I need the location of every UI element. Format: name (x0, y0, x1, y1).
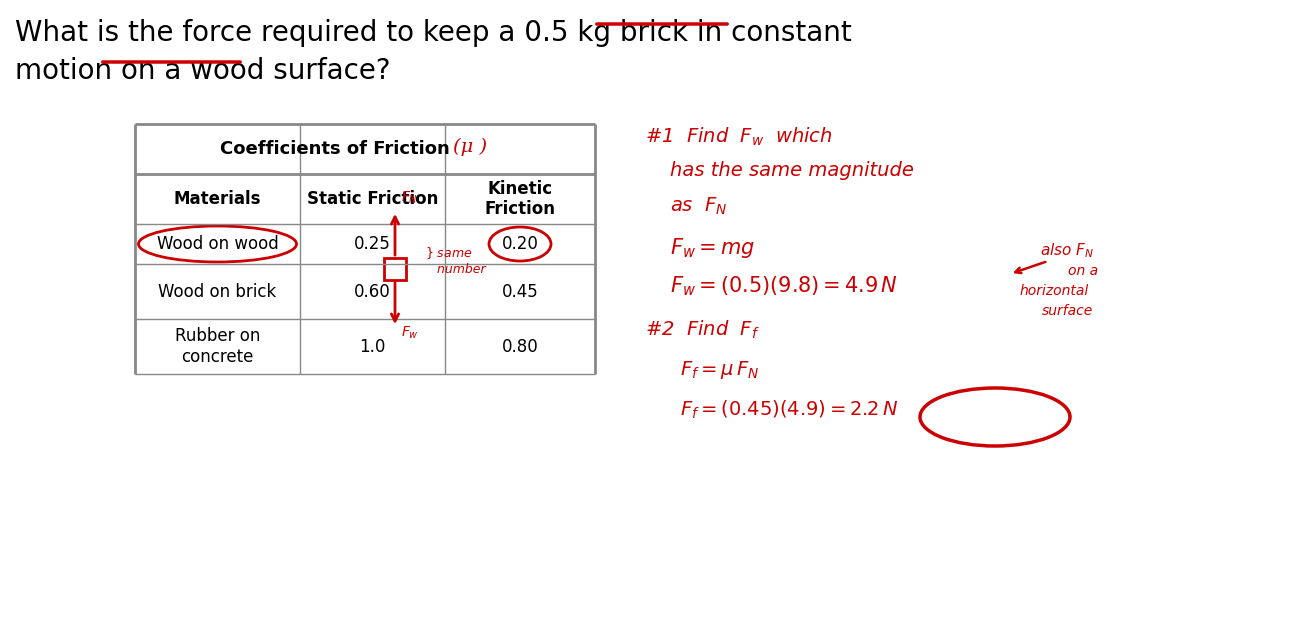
Text: Wood on wood: Wood on wood (157, 235, 278, 253)
Text: 0.25: 0.25 (354, 235, 391, 253)
Text: motion on a wood surface?: motion on a wood surface? (15, 57, 391, 85)
Text: Rubber on
concrete: Rubber on concrete (175, 327, 260, 366)
Text: horizontal: horizontal (1020, 284, 1089, 298)
Text: also $F_N$: also $F_N$ (1040, 241, 1094, 260)
Text: 0.20: 0.20 (501, 235, 539, 253)
Text: 0.45: 0.45 (501, 282, 539, 300)
Text: Static Friction: Static Friction (307, 190, 438, 208)
Text: $F_f = \mu\, F_N$: $F_f = \mu\, F_N$ (681, 359, 759, 381)
Text: (μ ): (μ ) (452, 138, 487, 156)
Text: $F_w = (0.5)(9.8) = 4.9\,N$: $F_w = (0.5)(9.8) = 4.9\,N$ (670, 274, 898, 298)
Text: 0.80: 0.80 (501, 337, 539, 355)
Text: Wood on brick: Wood on brick (159, 282, 277, 300)
Text: Materials: Materials (174, 190, 262, 208)
Text: $\}$ same
   number: $\}$ same number (425, 246, 486, 277)
Text: on a: on a (1069, 264, 1098, 278)
Text: Coefficients of Friction: Coefficients of Friction (220, 140, 450, 158)
Text: 0.60: 0.60 (354, 282, 391, 300)
Text: 1.0: 1.0 (360, 337, 385, 355)
Text: surface: surface (1042, 304, 1093, 318)
Text: What is the force required to keep a 0.5 kg brick in constant: What is the force required to keep a 0.5… (15, 19, 852, 47)
Text: Kinetic
Friction: Kinetic Friction (485, 180, 556, 219)
Text: #2  Find  $F_f$: #2 Find $F_f$ (644, 319, 759, 341)
Text: $F_w$: $F_w$ (401, 324, 419, 341)
Text: has the same magnitude: has the same magnitude (670, 161, 914, 180)
Text: as  $F_N$: as $F_N$ (670, 196, 727, 217)
Text: $F_w = mg$: $F_w = mg$ (670, 236, 755, 260)
Text: #1  Find  $F_w$  which: #1 Find $F_w$ which (644, 126, 833, 149)
Text: $F_N$: $F_N$ (401, 189, 418, 206)
Text: $F_f = (0.45)(4.9) = 2.2\,N$: $F_f = (0.45)(4.9) = 2.2\,N$ (681, 399, 898, 422)
